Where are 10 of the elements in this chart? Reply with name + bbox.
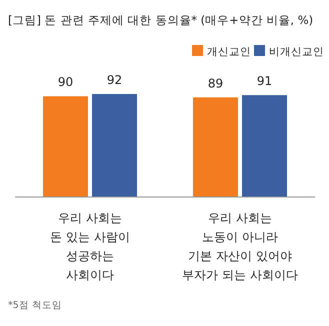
chart-title: [그림] 돈 관련 주제에 대한 동의율* (매우+약간 비율, %)	[8, 13, 314, 27]
legend-label: 개신교인	[207, 46, 251, 58]
data-label: 91	[256, 74, 272, 88]
data-label: 92	[106, 73, 122, 87]
x-tick-label: 우리 사회는 돈 있는 사람이 성공하는 사회이다	[50, 211, 130, 282]
text: *5점 척도임	[8, 300, 62, 311]
legend-label: 비개신교인	[269, 46, 324, 58]
x-tick-label: 우리 사회는 노동이 아니라 기본 자산이 있어야 부자가 되는 사회이다	[182, 211, 298, 282]
data-label: 90	[58, 75, 74, 90]
data-label: 89	[208, 76, 224, 90]
